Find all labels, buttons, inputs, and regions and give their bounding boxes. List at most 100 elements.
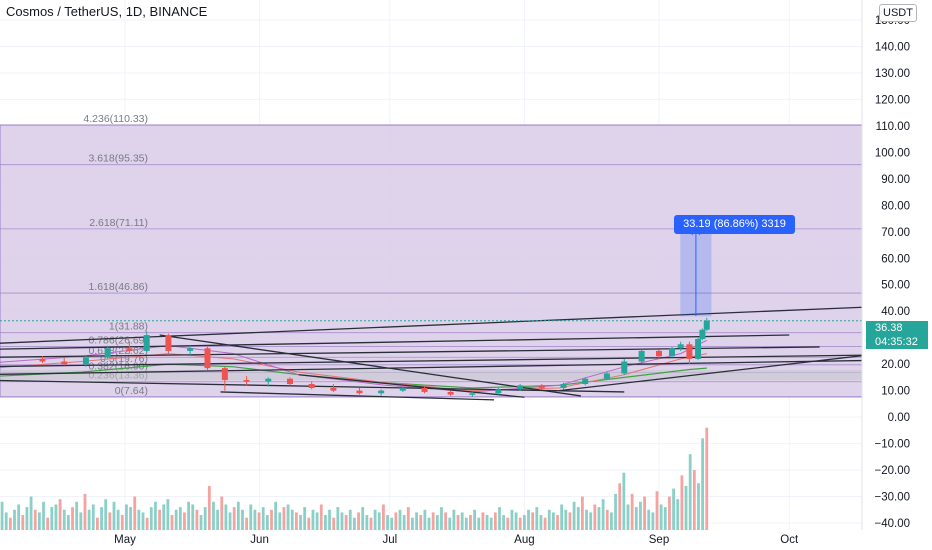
price-tick-label: −20.00 [875,465,911,477]
price-tick-label: 40.00 [881,306,910,318]
candle-body [582,378,589,385]
candle-body [656,350,662,357]
volume-bar [249,504,253,534]
candle-body [330,387,337,391]
candle-body [703,320,710,330]
candle-body [308,384,315,388]
volume-bar [299,515,302,534]
chart-title: Cosmos / TetherUS, 1D, BINANCE [6,4,208,19]
volume-bar [697,483,700,534]
volume-bar [274,501,278,534]
volume-bar [133,496,137,534]
volume-bar [522,515,526,534]
fib-level-label: 3.618(95.35) [88,153,148,165]
volume-bar [178,507,182,534]
time-axis-background [0,530,932,550]
volume-bar [199,515,203,534]
volume-bar [639,501,642,534]
trend-line [559,352,881,392]
volume-bar [286,504,290,534]
volume-bar [556,515,559,534]
volume-bar [489,517,493,534]
volume-bar [493,512,497,534]
volume-bar [576,507,580,534]
volume-bar [377,512,381,534]
volume-bar [394,512,398,534]
volume-bar [680,475,684,534]
volume-bar [261,507,265,534]
volume-bar [585,509,588,534]
candle-body [686,344,693,359]
candle-body [538,385,545,388]
trend-line [0,354,885,368]
volume-bar [145,517,149,534]
volume-bar [353,517,356,534]
fib-level-label: 0.618(22.62) [88,345,148,357]
currency-button[interactable]: USDT [879,4,917,22]
volume-bar [390,517,394,534]
volume-bar [655,491,659,534]
volume-bar [469,515,472,534]
candle-body [104,348,111,358]
volume-bar [419,515,423,534]
candle-body [378,390,385,394]
volume-bar [435,515,439,534]
price-tick-label: 80.00 [881,200,910,212]
volume-bar [593,504,597,534]
price-tick-label: 60.00 [881,253,910,265]
price-tick-label: 70.00 [881,227,910,239]
volume-bar [166,499,170,534]
volume-bar [129,507,132,534]
volume-bar [62,509,66,534]
volume-bar [228,512,232,534]
volume-bar [431,512,435,534]
trend-line [220,391,495,401]
volume-bar [382,504,385,534]
volume-bar [626,504,630,534]
fib-level-label: 4.236(110.33) [83,113,148,125]
volume-bar [580,496,584,534]
last-price: 36.38 [875,322,903,334]
candle-body [39,358,46,362]
volume-bar [207,485,211,534]
volume-bar [54,504,58,534]
volume-bar [398,509,402,534]
volume-bar [319,504,323,534]
time-tick-label: Jul [382,534,397,546]
volume-bar [692,470,696,534]
time-tick-label: Oct [780,534,799,546]
volume-bar [224,504,228,534]
volume-bar [13,509,16,534]
volume-bar [315,512,319,534]
fib-level-label: 0(7.64) [115,385,148,397]
price-tick-label: 50.00 [881,280,910,292]
volume-bar [203,507,207,534]
candle-body [356,390,363,394]
volume-bar [564,509,568,534]
volume-bar [245,517,249,534]
moving-average-line [0,353,707,392]
volume-bar [651,512,655,534]
volume-bar [162,504,166,534]
volume-bar [96,517,99,534]
volume-bar [659,504,663,534]
candle-body [447,391,454,395]
volume-bar [485,515,489,534]
price-tick-label: 0.00 [888,412,910,424]
volume-bar [456,515,460,534]
trend-line [159,334,581,397]
volume-bar [510,509,514,534]
candle-body [243,380,250,382]
volume-bar [220,496,224,534]
volume-bar [323,515,327,534]
volume-bar [618,483,622,534]
volume-bar [647,509,651,534]
volume-bar [8,517,12,534]
volume-bar [589,512,593,534]
volume-bar [0,501,4,534]
volume-bar [684,485,688,534]
fib-level-label: 0.382(16.90) [88,360,148,372]
candle-body [517,385,524,390]
bar-countdown: 04:35:32 [875,336,918,348]
